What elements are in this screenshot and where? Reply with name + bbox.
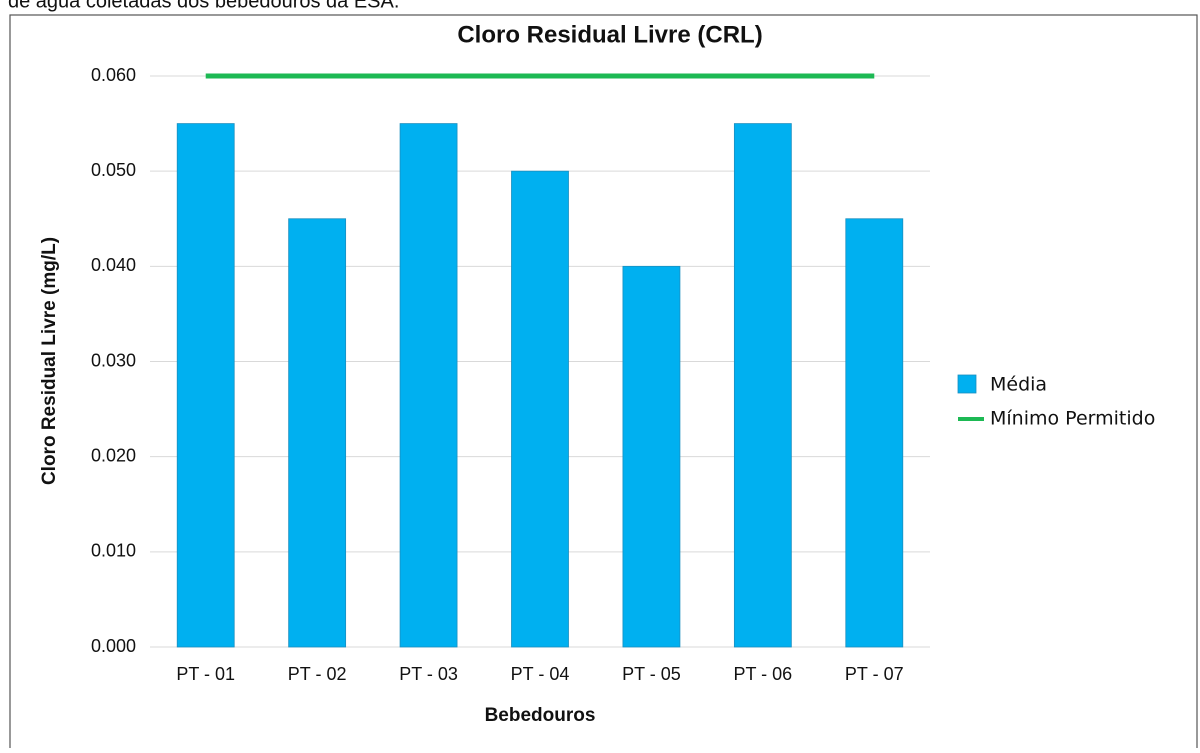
x-tick-label: PT - 02 [288,664,347,684]
x-tick-label: PT - 03 [399,664,458,684]
bar [176,123,235,648]
bar [733,123,792,648]
bar [399,123,458,648]
x-tick-label: PT - 05 [622,664,681,684]
bar [288,218,347,648]
y-tick-label: 0.060 [91,65,136,85]
y-tick-label: 0.020 [91,445,136,465]
bar [622,265,681,648]
bar [845,218,904,648]
y-tick-label: 0.040 [91,255,136,275]
y-axis-label: Cloro Residual Livre (mg/L) [39,237,60,485]
x-tick-label: PT - 06 [734,664,793,684]
x-tick-label: PT - 04 [511,664,570,684]
x-tick-label: PT - 01 [176,664,235,684]
legend-label: Mínimo Permitido [990,408,1155,430]
chart-title: Cloro Residual Livre (CRL) [457,21,762,48]
y-tick-label: 0.050 [91,160,136,180]
bar [511,170,569,648]
y-tick-label: 0.000 [91,636,136,656]
y-tick-label: 0.030 [91,350,136,370]
x-axis-label: Bebedouros [485,705,596,726]
legend-label: Média [990,374,1047,396]
x-tick-label: PT - 07 [845,664,904,684]
y-tick-label: 0.010 [91,541,136,561]
caption: de água coletadas dos bebedouros da ESA. [8,0,399,12]
legend-swatch [957,374,977,394]
